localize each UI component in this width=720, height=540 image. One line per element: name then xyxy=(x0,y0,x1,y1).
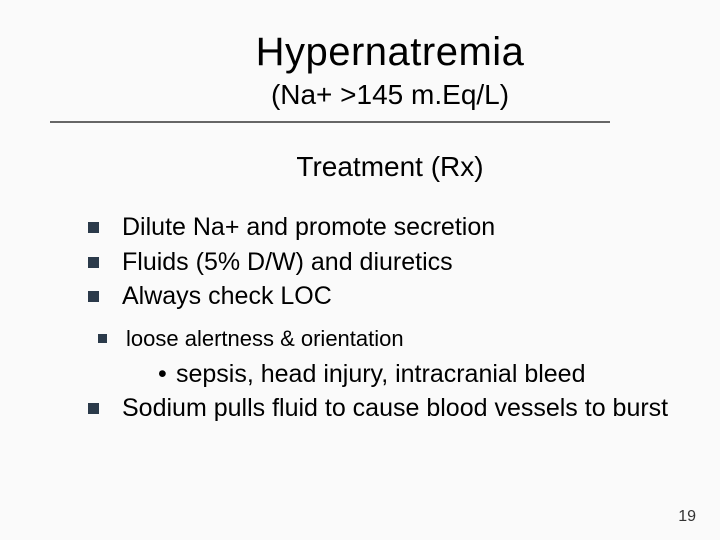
list-item: Fluids (5% D/W) and diuretics xyxy=(88,246,670,279)
dot-bullet-list: sepsis, head injury, intracranial bleed xyxy=(158,359,670,390)
page-number: 19 xyxy=(678,508,696,526)
list-item: Dilute Na+ and promote secretion xyxy=(88,211,670,244)
list-item: loose alertness & orientation xyxy=(98,325,670,354)
sub-bullet-list: loose alertness & orientation xyxy=(98,325,670,354)
list-item: Sodium pulls fluid to cause blood vessel… xyxy=(88,392,670,425)
slide-subtitle: (Na+ >145 m.Eq/L) xyxy=(110,79,670,111)
bullet-list: Dilute Na+ and promote secretion Fluids … xyxy=(88,211,670,313)
slide: Hypernatremia (Na+ >145 m.Eq/L) Treatmen… xyxy=(0,0,720,540)
list-item: Always check LOC xyxy=(88,280,670,313)
bullet-list-continued: Sodium pulls fluid to cause blood vessel… xyxy=(88,392,670,425)
slide-title: Hypernatremia xyxy=(110,30,670,75)
title-divider xyxy=(50,121,610,123)
section-heading: Treatment (Rx) xyxy=(110,151,670,183)
list-item: sepsis, head injury, intracranial bleed xyxy=(158,359,670,390)
